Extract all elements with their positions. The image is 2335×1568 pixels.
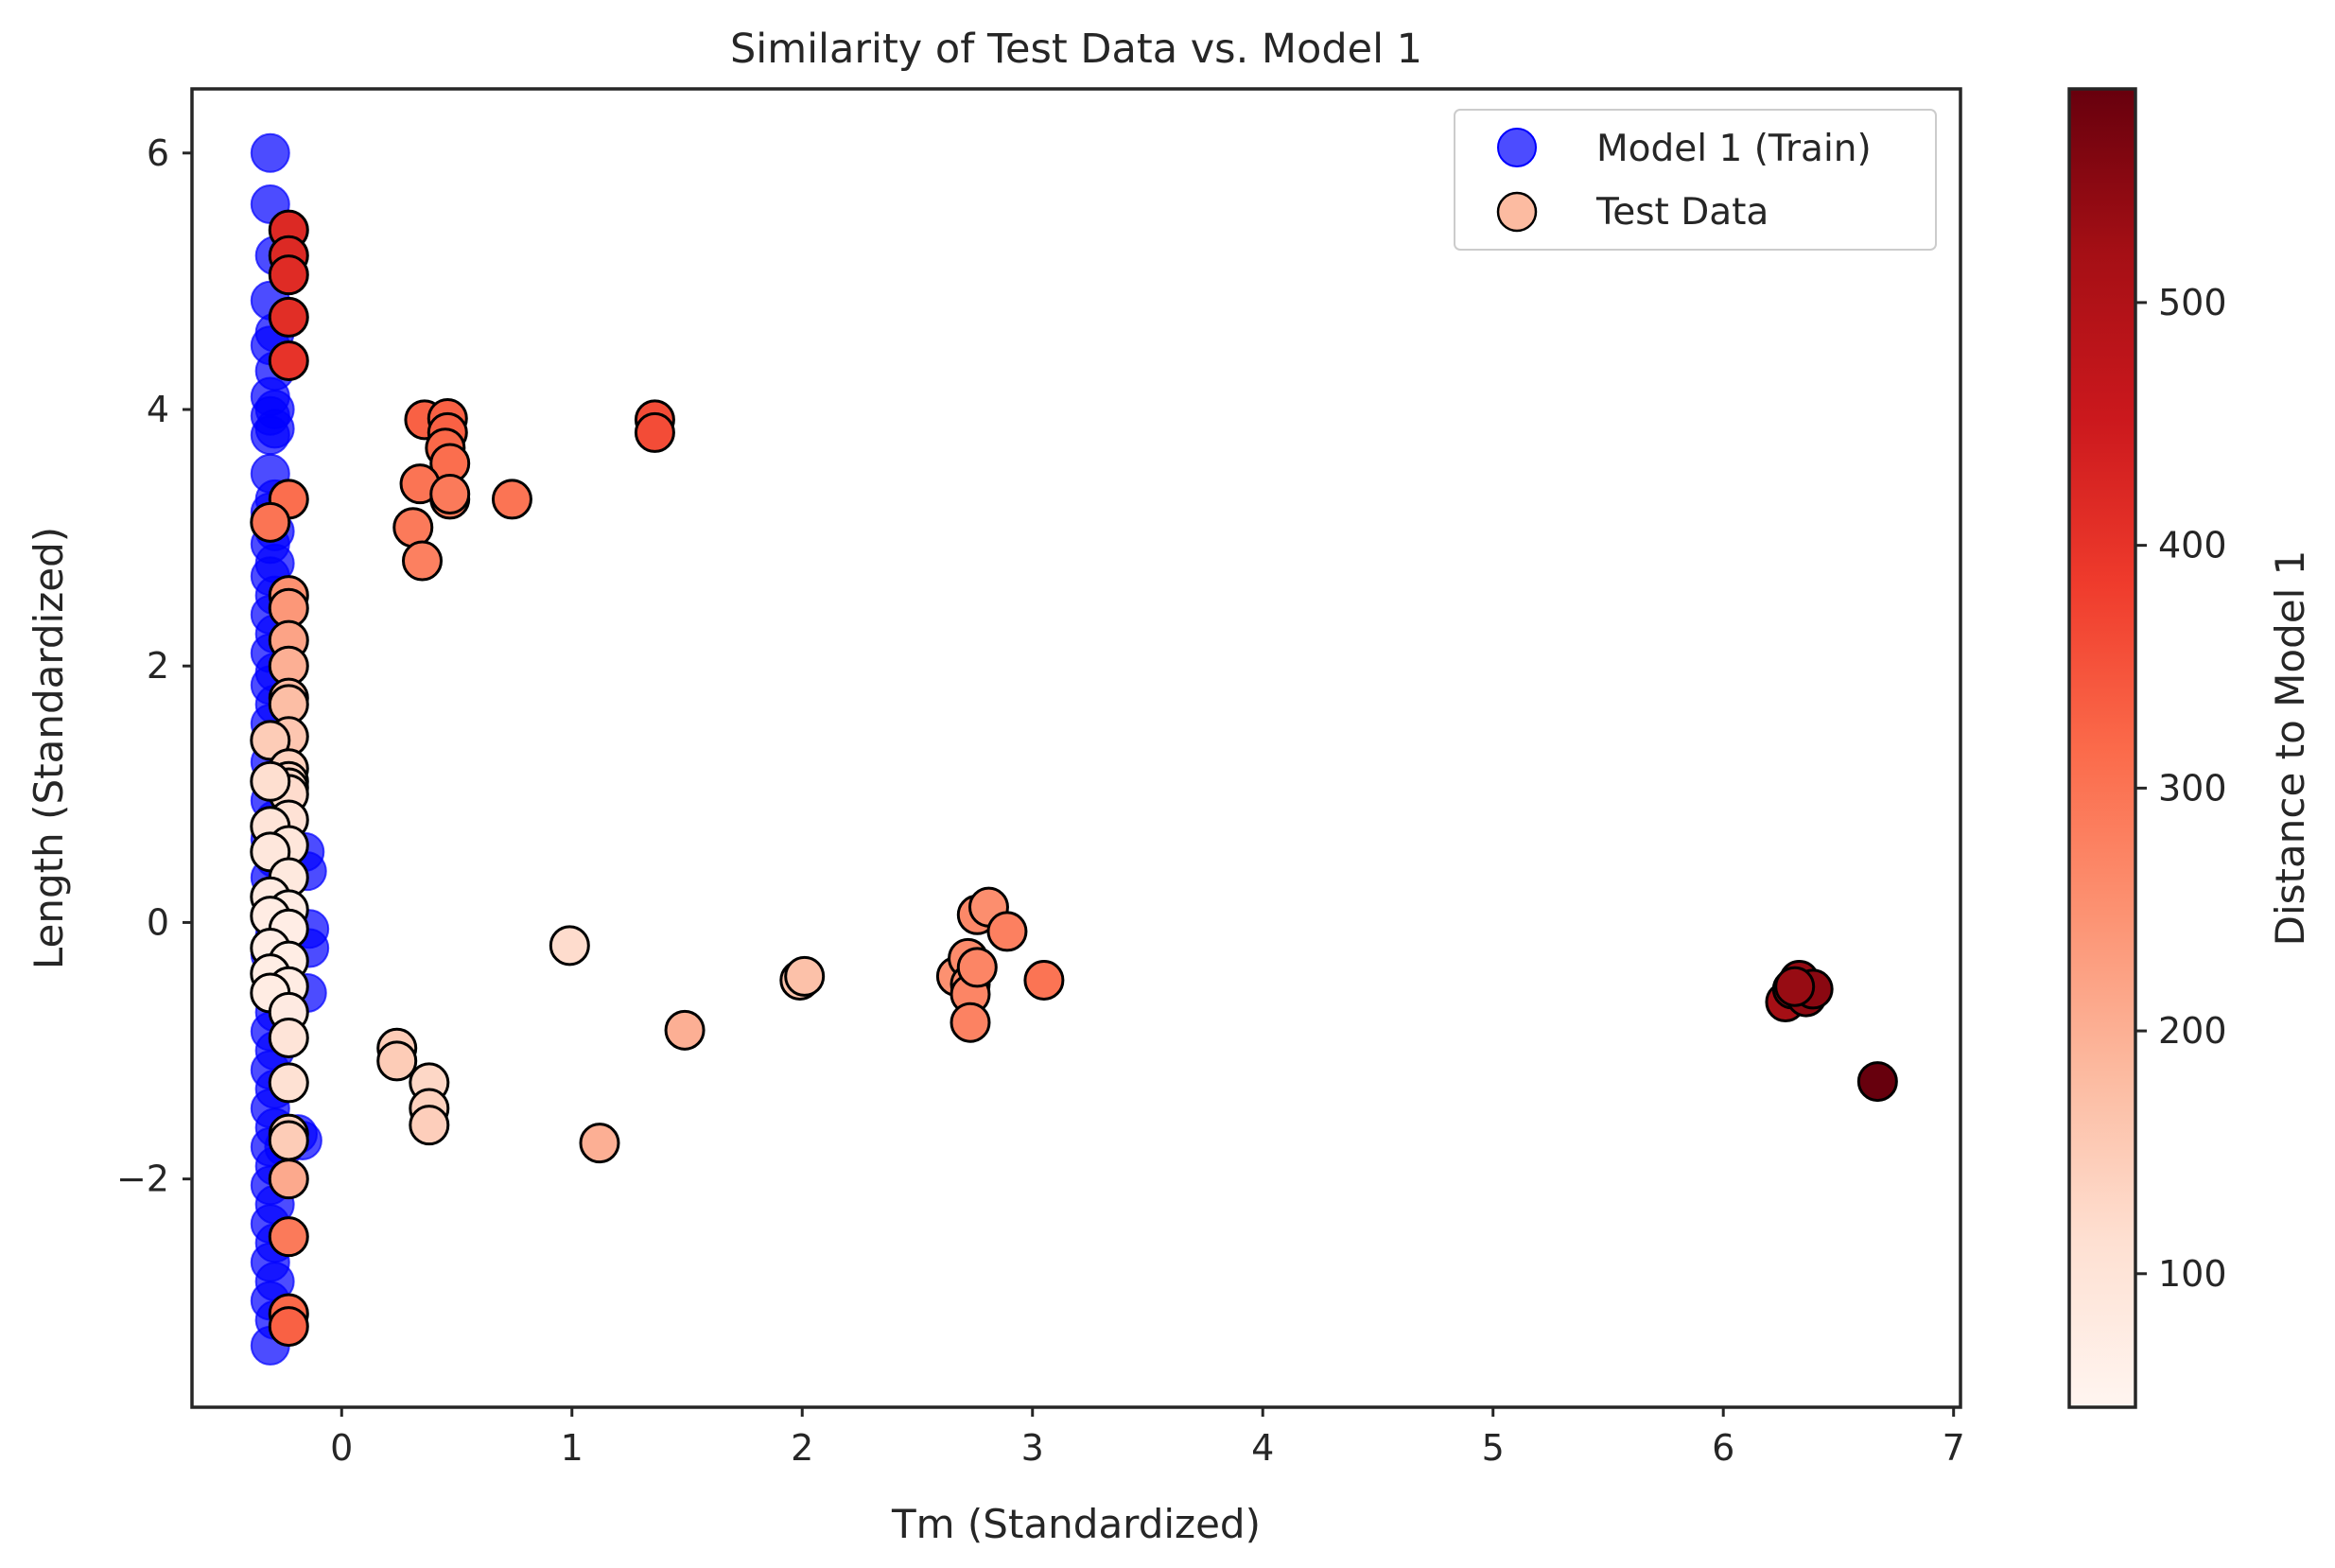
x-tick-label: 3 xyxy=(1021,1427,1044,1469)
x-axis-ticks: 0 1 2 3 4 5 6 7 xyxy=(330,1407,1965,1469)
test-point xyxy=(784,955,826,997)
y-tick-label: 4 xyxy=(147,389,169,430)
test-point xyxy=(268,1120,309,1161)
test-point xyxy=(1774,966,1816,1007)
points-layer xyxy=(250,132,1898,1366)
test-point xyxy=(250,720,291,761)
legend-label-test: Test Data xyxy=(1595,191,1769,234)
plot-area xyxy=(190,87,1962,1409)
y-tick-label: 2 xyxy=(147,645,169,687)
test-point xyxy=(376,1040,418,1082)
test-point xyxy=(986,911,1028,952)
test-point xyxy=(579,1123,620,1164)
colorbar-tick-label: 300 xyxy=(2158,767,2227,809)
test-point xyxy=(268,296,309,338)
test-point xyxy=(956,947,998,988)
colorbar-tick-label: 400 xyxy=(2158,525,2227,566)
colorbar-frame xyxy=(2067,87,2137,1409)
y-axis-label: Length (Standardized) xyxy=(26,527,72,969)
test-point xyxy=(634,411,675,453)
test-point xyxy=(268,1306,309,1348)
legend: Model 1 (Train) Test Data xyxy=(1454,109,1937,251)
x-tick-label: 5 xyxy=(1482,1427,1505,1469)
test-point xyxy=(549,925,590,967)
colorbar-gradient xyxy=(2069,89,2135,1407)
x-tick-label: 1 xyxy=(561,1427,584,1469)
x-tick-label: 2 xyxy=(791,1427,813,1469)
train-point xyxy=(250,415,290,456)
x-tick-label: 6 xyxy=(1712,1427,1734,1469)
test-point xyxy=(950,1002,991,1043)
test-point xyxy=(401,540,443,582)
test-point xyxy=(429,474,471,515)
y-tick-label: −2 xyxy=(116,1159,169,1200)
colorbar-tick-label: 500 xyxy=(2158,282,2227,323)
colorbar-tick-label: 200 xyxy=(2158,1010,2227,1052)
test-point xyxy=(1023,959,1065,1001)
colorbar: 100 200 300 400 500 Distance to Model 1 xyxy=(2067,87,2313,1409)
test-point xyxy=(268,1017,309,1058)
y-tick-label: 6 xyxy=(147,132,169,174)
chart-title: Similarity of Test Data vs. Model 1 xyxy=(730,26,1422,73)
test-point xyxy=(268,1216,309,1258)
x-tick-label: 0 xyxy=(330,1427,353,1469)
x-tick-label: 7 xyxy=(1943,1427,1965,1469)
test-point xyxy=(268,254,309,296)
x-tick-label: 4 xyxy=(1251,1427,1274,1469)
test-point xyxy=(268,340,309,381)
colorbar-label: Distance to Model 1 xyxy=(2267,550,2313,947)
y-axis-ticks: −2 0 2 4 6 xyxy=(116,132,192,1200)
test-point xyxy=(268,1159,309,1200)
legend-marker-test xyxy=(1496,191,1538,233)
y-tick-label: 0 xyxy=(147,901,169,943)
test-point xyxy=(664,1009,706,1051)
test-point xyxy=(392,507,434,549)
legend-frame xyxy=(1454,109,1937,251)
test-point xyxy=(268,1062,309,1104)
legend-marker-train xyxy=(1497,128,1537,167)
test-point xyxy=(409,1105,450,1146)
test-point xyxy=(491,479,532,520)
test-point xyxy=(250,760,291,802)
test-point xyxy=(250,501,291,543)
legend-label-train: Model 1 (Train) xyxy=(1596,128,1872,170)
colorbar-tick-label: 100 xyxy=(2158,1253,2227,1295)
x-axis-label: Tm (Standardized) xyxy=(891,1501,1261,1547)
test-point xyxy=(1856,1061,1898,1103)
plot-frame xyxy=(190,87,1962,1409)
colorbar-ticks: 100 200 300 400 500 xyxy=(2135,282,2227,1295)
train-point xyxy=(250,132,290,173)
